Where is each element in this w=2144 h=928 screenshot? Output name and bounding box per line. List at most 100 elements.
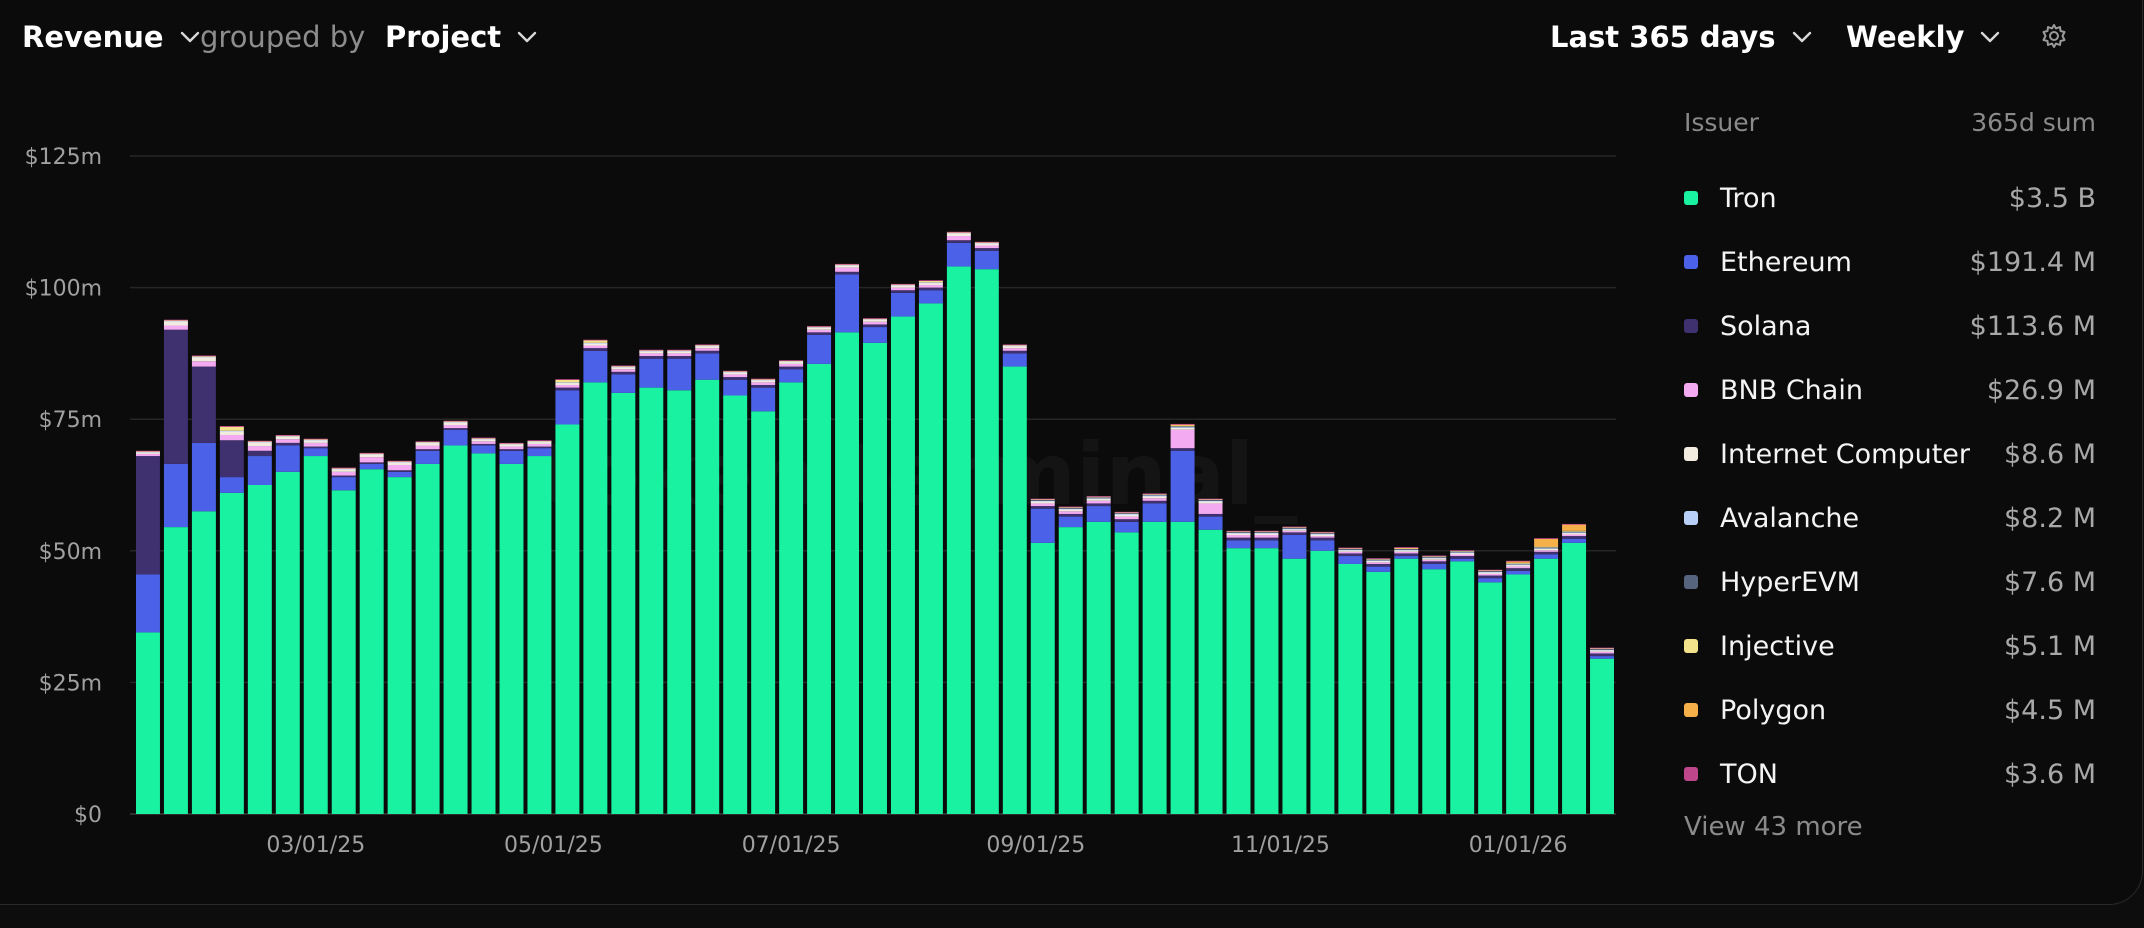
bar-segment-ton[interactable] — [471, 437, 496, 439]
bar-segment-injective[interactable] — [1198, 499, 1223, 501]
bar-segment-avalanche[interactable] — [219, 430, 244, 432]
bar-segment-avalanche[interactable] — [918, 282, 943, 284]
bar-segment-bnb-chain[interactable] — [1394, 551, 1419, 554]
legend-item-internet-computer[interactable]: Internet Computer $8.6 M — [1684, 422, 2096, 486]
bar-segment-bnb-chain[interactable] — [387, 465, 412, 471]
bar-segment-hyperevm[interactable] — [1030, 499, 1055, 501]
bar-segment-internet-computer[interactable] — [1506, 565, 1531, 567]
bar-segment-hyperevm[interactable] — [1562, 531, 1587, 533]
bar-segment-ethereum[interactable] — [555, 390, 580, 425]
bar-segment-solana[interactable] — [387, 470, 412, 472]
bar-segment-avalanche[interactable] — [639, 350, 664, 352]
bar-segment-ton[interactable] — [723, 370, 748, 372]
bar-segment-avalanche[interactable] — [1198, 500, 1223, 502]
bar-segment-solana[interactable] — [527, 446, 552, 449]
bar-segment-bnb-chain[interactable] — [1170, 429, 1195, 449]
bar-segment-avalanche[interactable] — [1002, 345, 1027, 347]
bar-segment-bnb-chain[interactable] — [1590, 651, 1614, 654]
bar-segment-injective[interactable] — [1562, 530, 1587, 532]
bar-segment-solana[interactable] — [1534, 551, 1559, 555]
bar-segment-ethereum[interactable] — [1422, 563, 1447, 570]
bar-segment-tron[interactable] — [1198, 529, 1223, 814]
bar-segment-tron[interactable] — [1506, 574, 1531, 814]
interval-dropdown[interactable]: Weekly — [1846, 16, 2002, 58]
bar-segment-hyperevm[interactable] — [1114, 512, 1139, 514]
bar-segment-avalanche[interactable] — [1226, 532, 1251, 534]
bar-segment-ethereum[interactable] — [751, 387, 776, 412]
bar-segment-injective[interactable] — [779, 360, 804, 362]
bar-segment-solana[interactable] — [1478, 575, 1503, 579]
bar-segment-tron[interactable] — [1590, 658, 1614, 814]
bar-segment-solana[interactable] — [1030, 506, 1055, 509]
bar-segment-injective[interactable] — [890, 284, 915, 286]
bar-segment-avalanche[interactable] — [1506, 564, 1531, 566]
bar-segment-tron[interactable] — [639, 387, 664, 814]
bar-segment-polygon[interactable] — [1506, 561, 1531, 563]
bar-segment-ton[interactable] — [527, 440, 552, 442]
bar-segment-hyperevm[interactable] — [1198, 499, 1223, 501]
bar-segment-ton[interactable] — [583, 339, 608, 341]
bar-segment-ethereum[interactable] — [779, 369, 804, 383]
bar-segment-avalanche[interactable] — [974, 242, 999, 244]
bar-segment-ethereum[interactable] — [1086, 506, 1111, 522]
bar-segment-avalanche[interactable] — [946, 232, 971, 234]
bar-segment-ethereum[interactable] — [1506, 570, 1531, 575]
bar-segment-injective[interactable] — [1030, 499, 1055, 501]
bar-segment-tron[interactable] — [1366, 571, 1391, 814]
bar-segment-ton[interactable] — [219, 426, 244, 427]
bar-segment-ton[interactable] — [751, 378, 776, 380]
bar-segment-solana[interactable] — [1366, 563, 1391, 567]
bar-segment-internet-computer[interactable] — [639, 351, 664, 354]
bar-segment-bnb-chain[interactable] — [1534, 550, 1559, 552]
bar-segment-solana[interactable] — [499, 449, 524, 451]
bar-segment-tron[interactable] — [1562, 542, 1587, 814]
bar-segment-ton[interactable] — [387, 460, 412, 462]
bar-segment-ethereum[interactable] — [695, 353, 720, 380]
bar-segment-ethereum[interactable] — [918, 290, 943, 304]
bar-segment-avalanche[interactable] — [1254, 532, 1279, 534]
bar-segment-internet-computer[interactable] — [1394, 550, 1419, 552]
bar-segment-internet-computer[interactable] — [499, 444, 524, 447]
bar-segment-internet-computer[interactable] — [1366, 560, 1391, 563]
bar-segment-solana[interactable] — [639, 356, 664, 359]
bar-segment-injective[interactable] — [387, 461, 412, 463]
bar-segment-avalanche[interactable] — [555, 382, 580, 384]
bar-segment-ton[interactable] — [499, 442, 524, 444]
bar-segment-avalanche[interactable] — [1338, 549, 1363, 551]
bar-segment-tron[interactable] — [1142, 521, 1167, 814]
bar-segment-injective[interactable] — [1226, 531, 1251, 533]
bar-segment-avalanche[interactable] — [1058, 508, 1083, 510]
bar-segment-solana[interactable] — [583, 348, 608, 351]
bar-segment-avalanche[interactable] — [1478, 571, 1503, 573]
bar-segment-internet-computer[interactable] — [723, 372, 748, 375]
bar-segment-injective[interactable] — [807, 326, 832, 328]
bar-segment-bnb-chain[interactable] — [1030, 503, 1055, 507]
bar-segment-hyperevm[interactable] — [1422, 556, 1447, 558]
bar-segment-bnb-chain[interactable] — [275, 439, 300, 443]
bar-segment-hyperevm[interactable] — [1086, 497, 1111, 499]
bar-segment-tron[interactable] — [1058, 527, 1083, 814]
bar-segment-injective[interactable] — [974, 242, 999, 244]
bar-segment-injective[interactable] — [163, 320, 188, 322]
bar-segment-internet-computer[interactable] — [415, 442, 440, 446]
bar-segment-solana[interactable] — [890, 290, 915, 293]
bar-segment-internet-computer[interactable] — [1534, 548, 1559, 551]
bar-segment-internet-computer[interactable] — [779, 361, 804, 364]
bar-segment-injective[interactable] — [1338, 548, 1363, 549]
bar-segment-solana[interactable] — [303, 446, 328, 449]
bar-segment-tron[interactable] — [1534, 558, 1559, 814]
bar-segment-ton[interactable] — [1366, 558, 1391, 559]
bar-segment-avalanche[interactable] — [1534, 548, 1559, 549]
bar-segment-bnb-chain[interactable] — [1282, 530, 1307, 533]
bar-segment-internet-computer[interactable] — [247, 442, 272, 447]
bar-segment-ton[interactable] — [1226, 530, 1251, 532]
bar-segment-tron[interactable] — [1338, 563, 1363, 814]
bar-segment-internet-computer[interactable] — [751, 380, 776, 383]
bar-segment-ton[interactable] — [807, 326, 832, 327]
bar-segment-tron[interactable] — [723, 395, 748, 814]
bar-segment-ethereum[interactable] — [1450, 558, 1475, 562]
bar-segment-tron[interactable] — [1170, 521, 1195, 814]
bar-segment-avalanche[interactable] — [1030, 500, 1055, 502]
bar-segment-injective[interactable] — [918, 280, 943, 283]
bar-segment-internet-computer[interactable] — [191, 357, 216, 362]
